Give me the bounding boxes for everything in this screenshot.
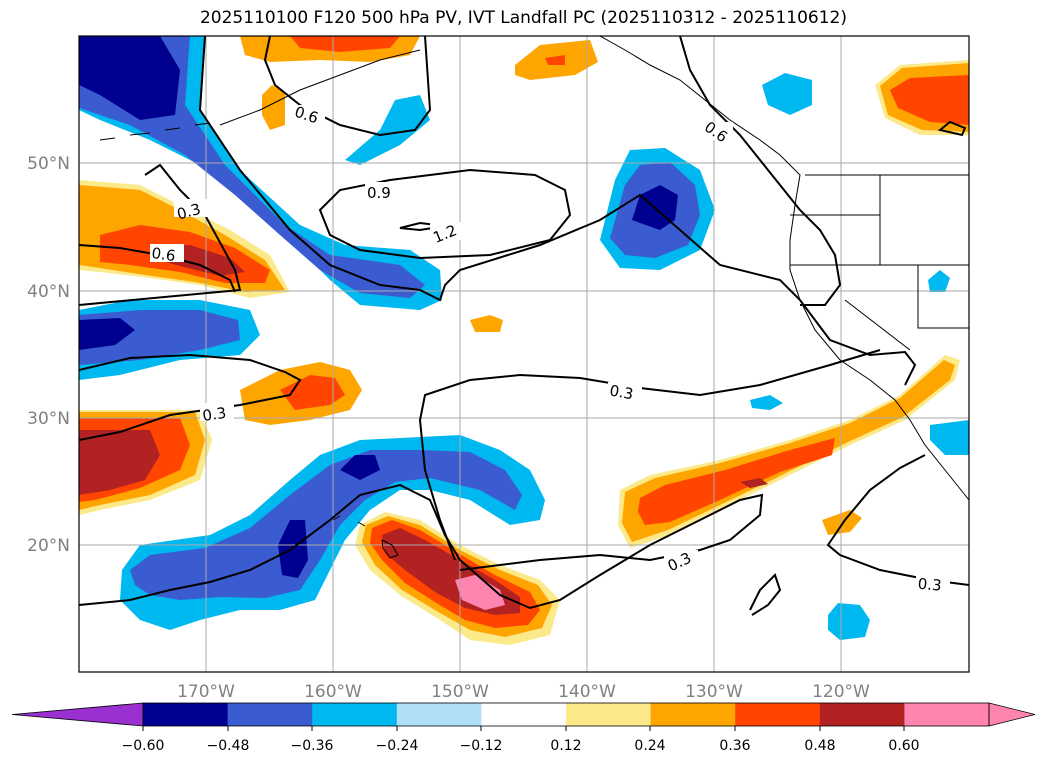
contour-label: 0.3 [917,575,942,595]
coastline-aleutians [99,122,211,141]
colorbar-bin [396,703,482,726]
shade-positive-120w-22n [822,510,862,535]
lat-tick-label: 50°N [27,154,70,174]
contour-0p3-mid [198,36,917,386]
shade-negative-coast-28n [930,420,969,455]
contour-0p3-baja [749,573,782,616]
colorbar-bin [143,703,229,726]
shade-positive-coastal-band-orange [638,438,835,525]
shade-negative-alaska-east [762,73,812,115]
contour-0p3-central [418,349,881,561]
coastline-north-america [599,36,969,501]
colorbar-bin [650,703,736,726]
contour-0p3-west-30n [79,353,302,441]
lon-tick-label: 120°W [812,682,870,702]
shade-positive-top-140w-orange [545,55,565,65]
shade-positive-hawaii-max [455,575,505,610]
colorbar-tick-label: 0.36 [719,738,750,754]
map-title: 2025110100 F120 500 hPa PV, IVT Landfall… [199,8,847,28]
lon-tick-label: 130°W [685,682,743,702]
lon-tick-labels: 170°W 160°W 150°W 140°W 130°W 120°W [177,682,870,702]
border-states [790,175,969,351]
colorbar-tick-label: −0.36 [291,738,334,754]
contour-label: 0.3 [175,200,203,224]
colorbar: −0.60 −0.48 −0.36 −0.24 −0.12 0.12 0.24 … [11,702,1036,754]
colorbar-bin [566,703,652,726]
shade-positive-147w-38n [470,315,503,332]
contour-0p6-north [263,36,432,137]
map-frame [78,35,970,673]
shade-negative-alaska [345,95,430,165]
contour-label: 0.3 [608,381,635,403]
colorbar-tick-label: −0.12 [460,738,503,754]
colorbar-tick-label: 0.12 [550,738,581,754]
shade-positive-165w-32n-orange [280,375,345,410]
shade-positive-ne-corner-orange [890,75,969,125]
colorbar-bins [143,703,990,726]
lat-tick-label: 40°N [27,282,70,302]
contour-label: 0.6 [150,244,176,265]
lon-tick-label: 170°W [177,682,235,702]
lon-tick-label: 160°W [304,682,362,702]
colorbar-ticks [142,726,905,731]
shade-negative-120w-15n [828,603,870,640]
contour-0p3-se [826,454,969,586]
colorbar-tick-label: −0.24 [376,738,419,754]
colorbar-bin [227,703,313,726]
contour-0p6-coast [679,36,842,306]
colorbar-under-arrow [11,702,144,727]
shade-positive-coastal-band-core [740,478,768,488]
lon-tick-label: 150°W [431,682,489,702]
map-area: 0.6 0.6 0.9 1.2 0.3 0.6 0.3 0.3 0.3 0.3 [79,36,969,672]
colorbar-bin [481,703,567,726]
shade-negative-nw-core [79,36,180,120]
colorbar-bin [904,703,990,726]
coastline-alaska-peninsula [219,49,421,126]
colorbar-over-arrow [988,702,1036,727]
colorbar-tick-label: −0.60 [122,738,165,754]
colorbar-tick-label: 0.48 [804,738,835,754]
contour-0p9 [318,168,572,260]
contour-0p3-south [79,483,764,610]
shade-negative-subtropical-core-a [340,455,380,480]
lat-tick-label: 30°N [27,409,70,429]
shade-negative-subtropical-mid [130,450,522,600]
contour-0p3-ne [937,120,967,137]
colorbar-bin [312,703,398,726]
lat-tick-label: 20°N [27,536,70,556]
shade-positive-small-165w-55n [262,85,285,130]
shade-negative-small-40n [928,270,950,292]
colorbar-bin [735,703,821,726]
colorbar-tick-labels: −0.60 −0.48 −0.36 −0.24 −0.12 0.12 0.24 … [122,738,920,754]
shade-positive-west-28n-core [79,430,160,495]
lat-tick-labels: 20°N 30°N 40°N 50°N [27,154,70,556]
lon-tick-label: 140°W [558,682,616,702]
contour-label: 0.3 [201,404,227,425]
pv-contours [79,36,969,616]
colorbar-bin [819,703,905,726]
shade-negative-small-27n [750,395,783,410]
contour-label: 0.9 [367,184,391,202]
colorbar-tick-label: 0.60 [888,738,919,754]
coastline-hawaii [332,515,399,559]
colorbar-tick-label: 0.24 [634,738,665,754]
coastlines [99,36,969,559]
colorbar-tick-label: −0.48 [207,738,250,754]
contour-labels: 0.6 0.6 0.9 1.2 0.3 0.6 0.3 0.3 0.3 0.3 [150,103,950,595]
shade-positive-top-alaska-orange [290,36,400,52]
shade-negative-west-37n-core [79,318,135,350]
